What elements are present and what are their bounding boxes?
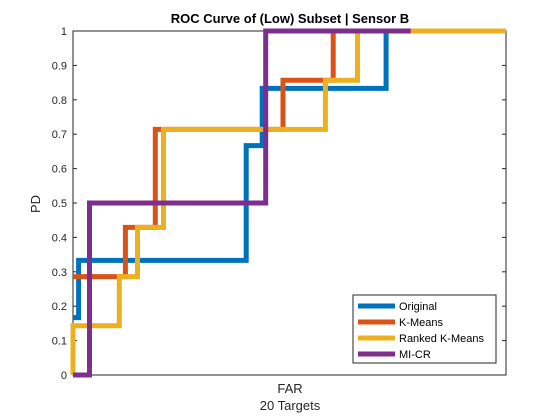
y-tick-label: 0.5 xyxy=(52,198,67,210)
y-tick-label: 0.4 xyxy=(52,232,67,244)
legend-entry-label: MI-CR xyxy=(399,349,431,361)
y-tick-label: 1 xyxy=(61,26,67,38)
chart-title: ROC Curve of (Low) Subset | Sensor B xyxy=(171,11,409,26)
y-tick-label: 0.1 xyxy=(52,336,67,348)
y-tick-label: 0.2 xyxy=(52,301,67,313)
y-tick-label: 0.7 xyxy=(52,129,67,141)
series-line-original xyxy=(73,28,506,321)
x-axis-sublabel: 20 Targets xyxy=(260,398,321,413)
y-tick-label: 0 xyxy=(61,370,67,382)
y-axis-label: PD xyxy=(28,195,43,213)
legend-entry-label: K-Means xyxy=(399,317,444,329)
y-tick-label: 0.9 xyxy=(52,60,67,72)
series-layer xyxy=(70,28,506,378)
series-line-mi-cr xyxy=(73,28,411,378)
x-axis-label: FAR xyxy=(277,381,302,396)
y-tick-label: 0.8 xyxy=(52,95,67,107)
legend-entry-label: Ranked K-Means xyxy=(399,333,484,345)
y-tick-label: 0.6 xyxy=(52,164,67,176)
legend: Original K-Means Ranked K-Means MI-CR xyxy=(352,294,497,364)
legend-entry-label: Original xyxy=(399,301,437,313)
series-line-ranked-k-means xyxy=(70,28,506,375)
y-axis-ticks: 0 0.1 0.2 0.3 0.4 0.5 0.6 0.7 0.8 0.9 1 xyxy=(52,26,506,382)
y-tick-label: 0.3 xyxy=(52,267,67,279)
